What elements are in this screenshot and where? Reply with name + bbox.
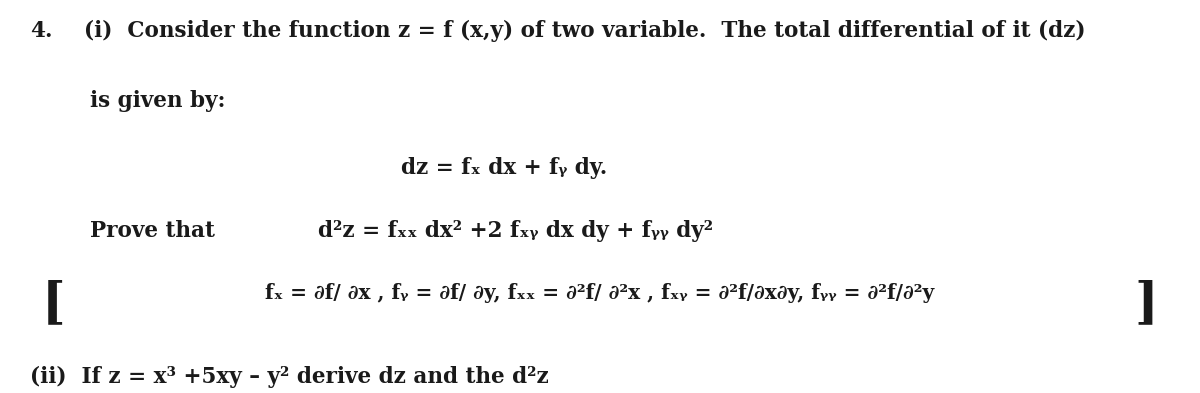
Text: dz = fₓ dx + fᵧ dy.: dz = fₓ dx + fᵧ dy. [401,157,607,179]
Text: (i)  Consider the function z = f (x,y) of two variable.  The total differential : (i) Consider the function z = f (x,y) of… [84,20,1086,42]
Text: [: [ [42,279,66,328]
Text: Prove that: Prove that [90,220,215,242]
Text: 4.: 4. [30,20,53,42]
Text: ]: ] [1134,279,1158,328]
Text: d²z = fₓₓ dx² +2 fₓᵧ dx dy + fᵧᵧ dy²: d²z = fₓₓ dx² +2 fₓᵧ dx dy + fᵧᵧ dy² [318,220,713,242]
Text: (ii)  If z = x³ +5xy – y² derive dz and the d²z: (ii) If z = x³ +5xy – y² derive dz and t… [30,365,548,387]
Text: fₓ = ∂f/ ∂x , fᵧ = ∂f/ ∂y, fₓₓ = ∂²f/ ∂²x , fₓᵧ = ∂²f/∂x∂y, fᵧᵧ = ∂²f/∂²y: fₓ = ∂f/ ∂x , fᵧ = ∂f/ ∂y, fₓₓ = ∂²f/ ∂²… [265,283,935,303]
Text: is given by:: is given by: [90,90,226,112]
